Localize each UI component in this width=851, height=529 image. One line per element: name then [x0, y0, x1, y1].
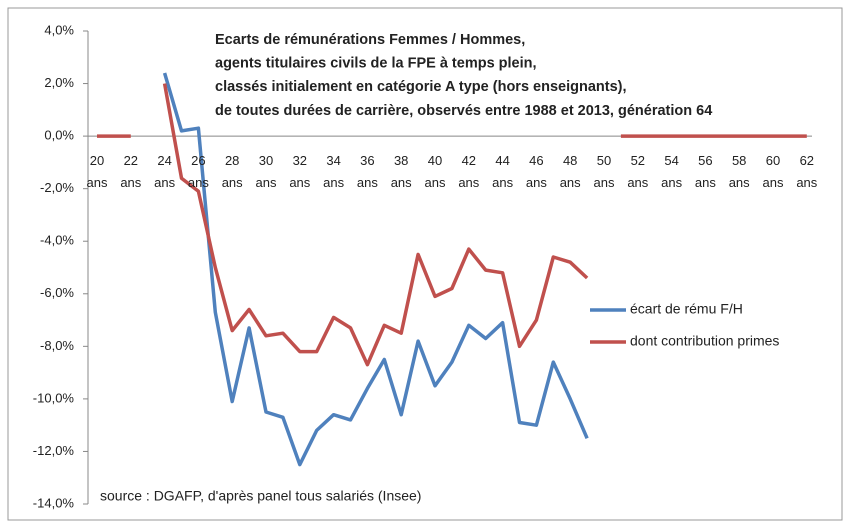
- x-tick-label: 34 ans: [323, 153, 345, 191]
- x-tick-label: 42 ans: [458, 153, 480, 191]
- y-tick-label: -6,0%: [40, 285, 74, 300]
- y-tick-label: -2,0%: [40, 180, 74, 195]
- legend-label: écart de rému F/H: [630, 301, 743, 317]
- x-tick-label: 62 ans: [796, 153, 818, 191]
- x-tick-label: 30 ans: [255, 153, 277, 191]
- series-line: [97, 83, 807, 367]
- x-tick-label: 24 ans: [154, 153, 176, 191]
- x-tick-label: 60 ans: [762, 153, 784, 191]
- x-tick-label: 38 ans: [390, 153, 412, 191]
- y-tick-label: -14,0%: [33, 495, 75, 510]
- x-tick-label: 20 ans: [86, 153, 108, 191]
- y-tick-label: -10,0%: [33, 390, 75, 405]
- y-tick-label: -4,0%: [40, 233, 74, 248]
- chart-title: de toutes durées de carrière, observés e…: [215, 103, 712, 119]
- x-tick-label: 44 ans: [492, 153, 514, 191]
- series-line: [162, 72, 589, 467]
- x-tick-label: 46 ans: [525, 153, 547, 191]
- y-tick-label: -12,0%: [33, 443, 75, 458]
- y-tick-label: 4,0%: [44, 22, 74, 37]
- chart-title: classés initialement en catégorie A type…: [215, 79, 627, 95]
- y-tick-label: 0,0%: [44, 128, 74, 143]
- x-tick-label: 54 ans: [661, 153, 683, 191]
- x-tick-label: 32 ans: [289, 153, 311, 191]
- x-tick-label: 56 ans: [694, 153, 716, 191]
- x-tick-label: 36 ans: [356, 153, 378, 191]
- x-tick-label: 52 ans: [627, 153, 649, 191]
- source: source : DGAFP, d'après panel tous salar…: [100, 488, 421, 504]
- y-tick-label: 2,0%: [44, 75, 74, 90]
- chart-title: agents titulaires civils de la FPE à tem…: [215, 56, 537, 72]
- legend-label: dont contribution primes: [630, 333, 779, 349]
- chart-title: Ecarts de rémunérations Femmes / Hommes,: [215, 32, 525, 48]
- x-tick-label: 40 ans: [424, 153, 446, 191]
- x-tick-label: 22 ans: [120, 153, 142, 191]
- x-tick-label: 58 ans: [728, 153, 750, 191]
- x-tick-label: 50 ans: [593, 153, 615, 191]
- x-tick-label: 48 ans: [559, 153, 581, 191]
- x-tick-label: 28 ans: [221, 153, 243, 191]
- frame: [7, 7, 843, 521]
- x-tick-label: 26 ans: [187, 153, 209, 191]
- y-tick-label: -8,0%: [40, 338, 74, 353]
